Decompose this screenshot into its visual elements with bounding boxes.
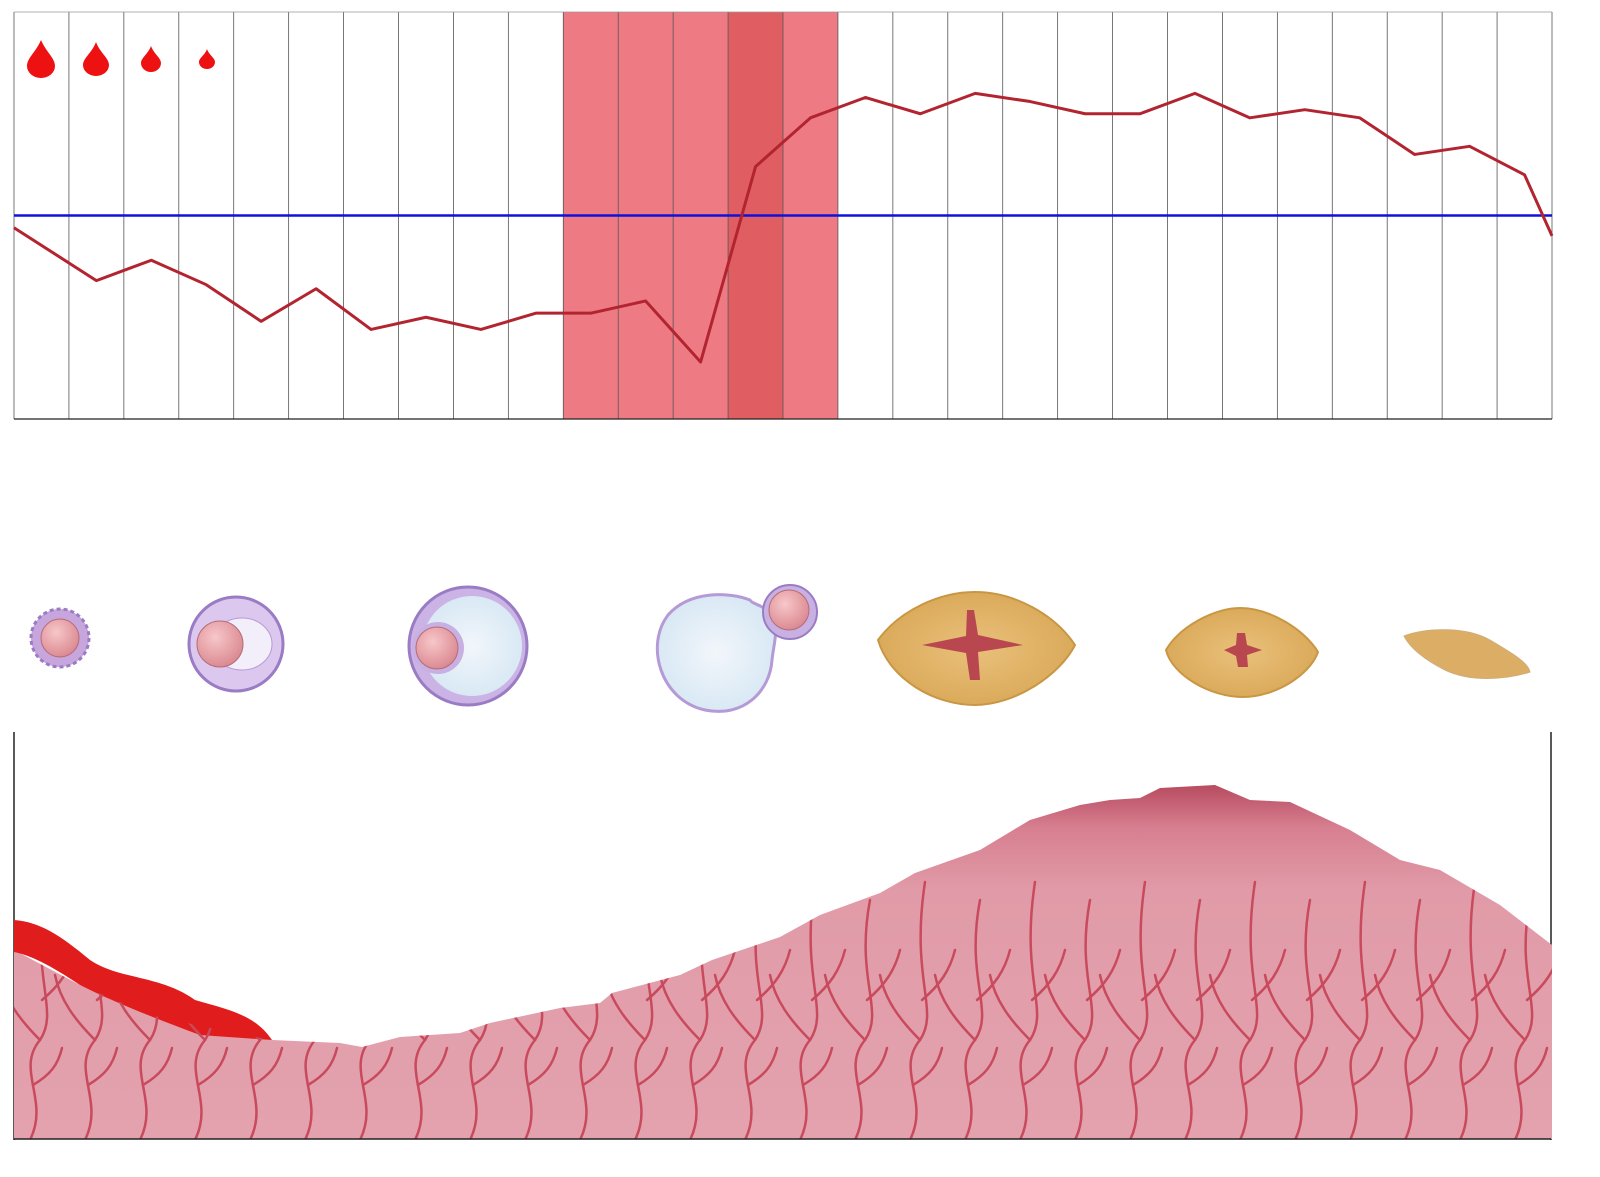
corpus-albicans <box>1403 629 1531 679</box>
vessel <box>975 948 1012 1002</box>
vessel <box>526 1046 559 1087</box>
drop <box>141 46 161 72</box>
vessel <box>196 1046 229 1087</box>
drops <box>27 40 215 78</box>
vessel <box>700 948 737 1002</box>
vessel <box>1021 1046 1054 1087</box>
vessel <box>1076 1046 1109 1087</box>
oocyte <box>768 589 810 631</box>
vessel <box>425 948 462 1002</box>
vessel <box>658 973 702 1042</box>
vessel <box>273 973 317 1042</box>
vessel <box>1030 948 1067 1002</box>
vessel <box>755 948 792 1002</box>
vessel <box>691 1046 724 1087</box>
oocyte <box>415 626 459 670</box>
vessel <box>53 973 97 1042</box>
vessel <box>1140 948 1177 1002</box>
vessel <box>1085 948 1122 1002</box>
vessel <box>383 973 427 1042</box>
vessel <box>471 1046 504 1087</box>
vessel <box>1360 948 1397 1002</box>
vessel <box>1461 1046 1494 1087</box>
vessel <box>306 1046 339 1087</box>
vessel <box>823 973 867 1042</box>
vessel <box>1483 973 1527 1042</box>
vessel <box>86 1046 119 1087</box>
oocyte <box>40 618 80 658</box>
vessel <box>856 1046 889 1087</box>
vessel <box>328 973 372 1042</box>
endometrium-layer <box>14 785 1552 1139</box>
vessel <box>1525 948 1552 1002</box>
vessel <box>1470 948 1507 1002</box>
vessel <box>1263 973 1307 1042</box>
temperature-line <box>13 91 1554 364</box>
vessel <box>801 1046 834 1087</box>
vessel <box>746 1046 779 1087</box>
vessel <box>1351 1046 1384 1087</box>
vessel <box>1208 973 1252 1042</box>
vessel <box>713 973 757 1042</box>
drop <box>199 49 215 69</box>
vessel <box>1195 948 1232 1002</box>
vessel <box>260 948 297 1002</box>
vessel <box>911 1046 944 1087</box>
vessel <box>1516 1046 1549 1087</box>
vessel <box>1415 948 1452 1002</box>
vessel <box>370 948 407 1002</box>
vessel <box>14 973 42 1042</box>
vessel <box>1406 1046 1439 1087</box>
vessel <box>31 1046 64 1087</box>
vessel <box>205 948 242 1002</box>
menstrual-blood <box>14 920 272 1040</box>
vessel <box>878 973 922 1042</box>
vessel <box>920 948 957 1002</box>
vessel <box>416 1046 449 1087</box>
drop <box>83 42 109 76</box>
vessel <box>1043 973 1087 1042</box>
vessel <box>810 948 847 1002</box>
vessel <box>1153 973 1197 1042</box>
vessel <box>865 948 902 1002</box>
vessel <box>1305 948 1342 1002</box>
vessel <box>768 973 812 1042</box>
vessel <box>988 973 1032 1042</box>
vessel <box>535 948 572 1002</box>
vessel <box>933 973 977 1042</box>
vessel <box>1318 973 1362 1042</box>
luteum-core <box>922 610 1023 680</box>
vessel <box>1296 1046 1329 1087</box>
luteum-core <box>1224 633 1262 667</box>
oocyte <box>196 620 244 668</box>
ruptured-follicle <box>655 593 778 713</box>
vessel <box>966 1046 999 1087</box>
vessel <box>361 1046 394 1087</box>
vessel <box>581 1046 614 1087</box>
vessel <box>480 948 517 1002</box>
vessel <box>1131 1046 1164 1087</box>
vessel <box>1373 973 1417 1042</box>
follicles <box>29 584 1531 713</box>
vessel <box>1250 948 1287 1002</box>
vessel <box>251 1046 284 1087</box>
vessel <box>1098 973 1142 1042</box>
vessel <box>636 1046 669 1087</box>
vessel <box>1428 973 1472 1042</box>
vessel <box>141 1046 174 1087</box>
vessel <box>315 948 352 1002</box>
vessel <box>1186 1046 1219 1087</box>
drop <box>27 40 55 78</box>
bbt-chart <box>13 11 1554 420</box>
vessel <box>1241 1046 1274 1087</box>
endometrium <box>13 732 1552 1140</box>
